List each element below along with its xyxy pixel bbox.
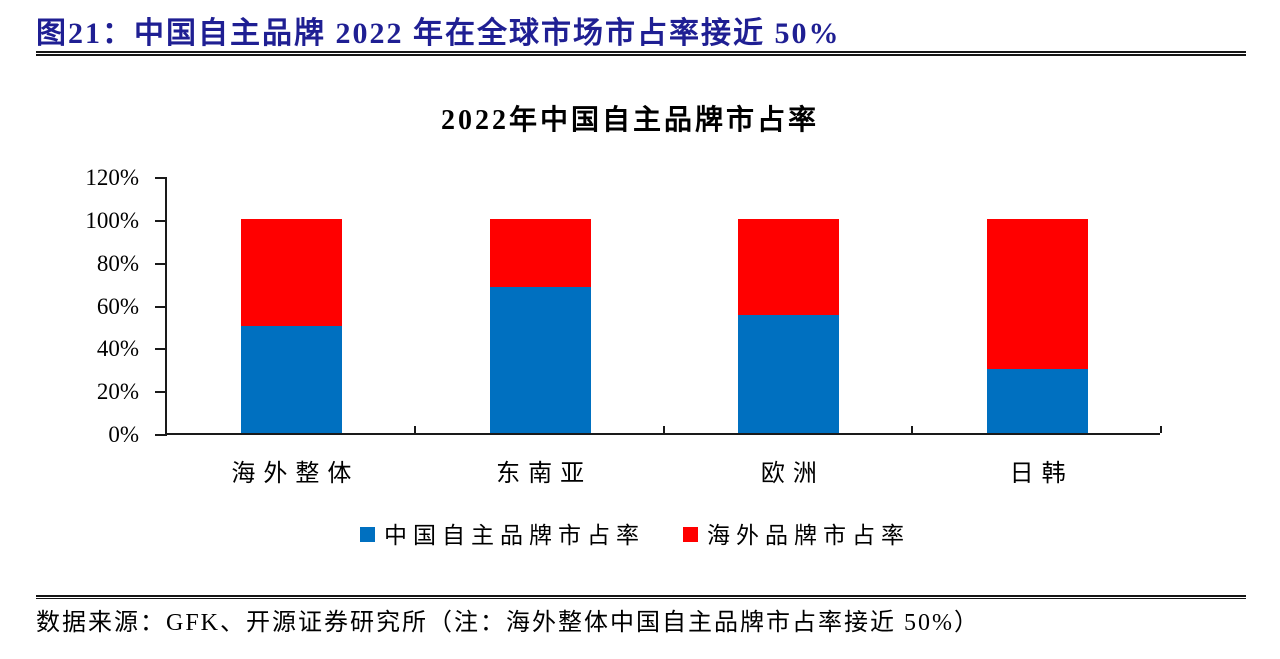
y-axis-label: 120% — [85, 165, 139, 190]
legend-label-china-brands: 中国自主品牌市占率 — [384, 523, 645, 548]
y-axis-label: 20% — [96, 379, 139, 405]
x-axis-label: 日韩 — [1009, 461, 1074, 487]
footer-divider — [36, 595, 1246, 599]
figure-caption: 图21：中国自主品牌 2022 年在全球市场市占率接近 50% — [36, 17, 841, 50]
legend-item-overseas-brands: 海外品牌市占率 — [683, 516, 910, 550]
y-axis-tick — [155, 434, 167, 436]
bar-segment — [987, 218, 1089, 369]
bar-segment — [489, 287, 591, 433]
bar-segment — [738, 218, 840, 316]
x-axis-tick — [413, 426, 416, 433]
y-axis-tick — [155, 219, 167, 222]
bar-segment — [738, 315, 840, 433]
x-axis-label: 海外整体 — [231, 461, 360, 487]
bar-segment — [489, 218, 591, 288]
x-axis-tick — [662, 426, 665, 433]
y-axis-label: 60% — [96, 293, 139, 319]
y-axis-tick — [155, 177, 167, 179]
data-source: 数据来源：GFK、开源证券研究所（注：海外整体中国自主品牌市占率接近 50%） — [36, 610, 981, 636]
caption-divider — [36, 51, 1246, 56]
legend-swatch-red — [683, 526, 698, 542]
y-axis-label: 0% — [108, 422, 139, 447]
x-axis-tick — [911, 426, 914, 433]
legend-item-china-brands: 中国自主品牌市占率 — [360, 516, 645, 550]
y-axis-label: 40% — [96, 336, 139, 362]
y-axis-tick — [155, 391, 167, 394]
chart-title: 2022年中国自主品牌市占率 — [440, 105, 819, 136]
legend-label-overseas-brands: 海外品牌市占率 — [707, 523, 910, 548]
plot-area: 0% 20% 40% 60% 80% 100% 120% 海外整体 东南亚 欧洲 日韩 — [85, 165, 1162, 487]
legend-swatch-blue — [360, 526, 375, 542]
y-axis-label: 100% — [85, 207, 139, 233]
bar-segment — [240, 325, 342, 433]
y-axis-tick — [155, 348, 167, 351]
bar-segment — [240, 218, 342, 326]
y-axis-tick — [155, 305, 167, 308]
x-axis-label: 欧洲 — [760, 461, 825, 487]
x-axis-label: 东南亚 — [496, 461, 593, 487]
y-axis-label: 80% — [96, 250, 139, 276]
chart-legend: 中国自主品牌市占率 海外品牌市占率 — [0, 516, 1270, 550]
x-axis-tick — [1160, 426, 1162, 433]
bar-segment — [987, 368, 1089, 433]
y-axis-tick — [155, 262, 167, 265]
